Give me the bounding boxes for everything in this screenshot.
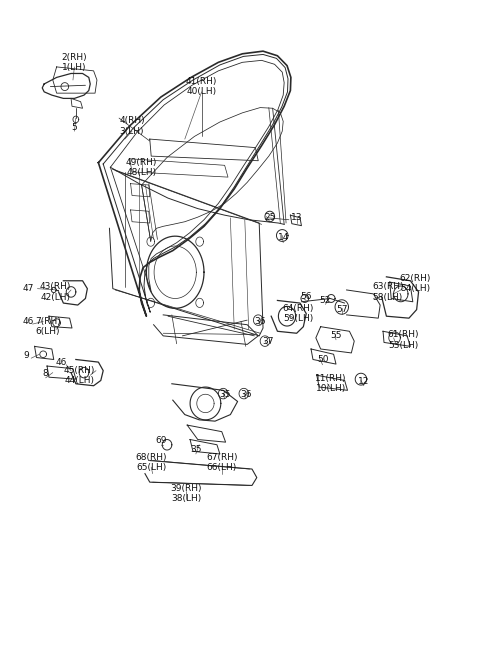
Text: 63(RH)
58(LH): 63(RH) 58(LH) [372, 282, 404, 302]
Text: 46: 46 [22, 317, 34, 326]
Text: 13: 13 [291, 213, 302, 222]
Text: 67(RH)
66(LH): 67(RH) 66(LH) [206, 453, 238, 472]
Text: 11(RH)
10(LH): 11(RH) 10(LH) [315, 374, 347, 394]
Text: 35: 35 [219, 390, 230, 400]
Text: 25: 25 [264, 213, 276, 222]
Text: 4(RH)
3(LH): 4(RH) 3(LH) [119, 116, 145, 136]
Text: 46: 46 [56, 358, 67, 367]
Text: 12: 12 [358, 377, 370, 386]
Text: 61(RH)
53(LH): 61(RH) 53(LH) [387, 330, 419, 350]
Text: 36: 36 [240, 390, 252, 400]
Text: 64(RH)
59(LH): 64(RH) 59(LH) [283, 304, 314, 323]
Text: 36: 36 [254, 317, 266, 326]
Text: 2(RH)
1(LH): 2(RH) 1(LH) [61, 52, 87, 72]
Text: 49(RH)
48(LH): 49(RH) 48(LH) [126, 157, 157, 177]
Text: 8: 8 [43, 369, 48, 379]
Text: 14: 14 [277, 233, 289, 242]
Text: 7(RH)
6(LH): 7(RH) 6(LH) [35, 317, 61, 337]
Text: 55: 55 [330, 331, 342, 340]
Text: 47: 47 [22, 284, 34, 293]
Text: 43(RH)
42(LH): 43(RH) 42(LH) [39, 282, 71, 302]
Text: 41(RH)
40(LH): 41(RH) 40(LH) [186, 77, 217, 96]
Text: 39(RH)
38(LH): 39(RH) 38(LH) [170, 483, 202, 503]
Text: 35: 35 [190, 445, 202, 454]
Text: 56: 56 [300, 292, 312, 301]
Text: 52: 52 [320, 296, 331, 305]
Text: 62(RH)
54(LH): 62(RH) 54(LH) [399, 274, 431, 293]
Text: 37: 37 [262, 337, 274, 346]
Text: 69: 69 [155, 436, 167, 445]
Text: 5: 5 [72, 123, 77, 132]
Text: 68(RH)
65(LH): 68(RH) 65(LH) [135, 453, 167, 472]
Text: 9: 9 [24, 351, 29, 360]
Text: 57: 57 [336, 305, 348, 314]
Text: 45(RH)
44(LH): 45(RH) 44(LH) [63, 365, 95, 385]
Text: 50: 50 [317, 355, 328, 364]
